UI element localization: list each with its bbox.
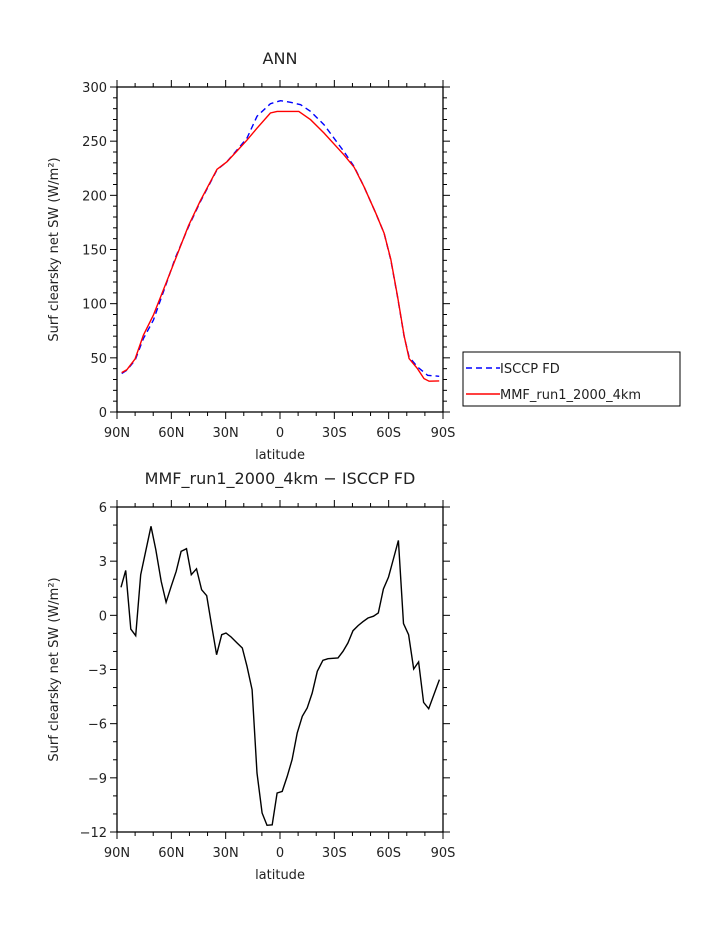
x-tick-label: 90N (104, 846, 130, 861)
y-tick-label: 0 (99, 609, 107, 624)
x-axis-label: latitude (255, 868, 305, 883)
x-tick-label: 90S (431, 846, 456, 861)
y-tick-label: 200 (82, 189, 107, 204)
plot-frame (116, 506, 444, 833)
x-tick-label: 30S (322, 426, 347, 441)
x-tick-label: 30N (213, 426, 239, 441)
legend: ISCCP FD MMF_run1_2000_4km (462, 351, 681, 407)
y-tick-label: −12 (80, 826, 107, 841)
y-tick-label: 150 (82, 244, 107, 259)
chart-title: ANN (263, 49, 298, 68)
y-tick-label: 300 (82, 81, 107, 96)
y-tick-label: 50 (90, 352, 107, 367)
legend-label: ISCCP FD (500, 362, 560, 377)
y-tick-label: 250 (82, 135, 107, 150)
x-tick-label: 60N (158, 426, 184, 441)
y-tick-label: −3 (88, 664, 107, 679)
x-tick-label: 90S (431, 426, 456, 441)
x-tick-label: 60S (376, 846, 401, 861)
series-line-difference (120, 526, 441, 827)
x-tick-label: 0 (276, 426, 284, 441)
x-tick-label: 30N (213, 846, 239, 861)
y-tick-label: 0 (99, 406, 107, 421)
x-tick-label: 90N (104, 426, 130, 441)
x-axis-label: latitude (255, 448, 305, 463)
y-tick-label: −9 (88, 772, 107, 787)
series-line-isccp-fd (121, 99, 440, 377)
legend-box (462, 351, 681, 407)
y-axis-label: Surf clearsky net SW (W/m²) (47, 577, 62, 761)
plot-frame (116, 86, 444, 413)
x-tick-label: 60S (376, 426, 401, 441)
x-tick-label: 0 (276, 846, 284, 861)
y-tick-label: −6 (88, 718, 107, 733)
x-tick-label: 60N (158, 846, 184, 861)
series-line-mmf-run1-2000-4km (121, 110, 440, 382)
y-tick-label: 3 (99, 555, 107, 570)
chart-title: MMF_run1_2000_4km − ISCCP FD (145, 469, 416, 489)
x-tick-label: 30S (322, 846, 347, 861)
y-tick-label: 100 (82, 298, 107, 313)
y-tick-label: 6 (99, 501, 107, 516)
legend-label: MMF_run1_2000_4km (500, 388, 641, 403)
y-axis-label: Surf clearsky net SW (W/m²) (47, 157, 62, 341)
panel-1: ANN 90N 60N 30N 0 30S 60S 90S 0 50 100 150 200 250 300… (47, 49, 681, 463)
